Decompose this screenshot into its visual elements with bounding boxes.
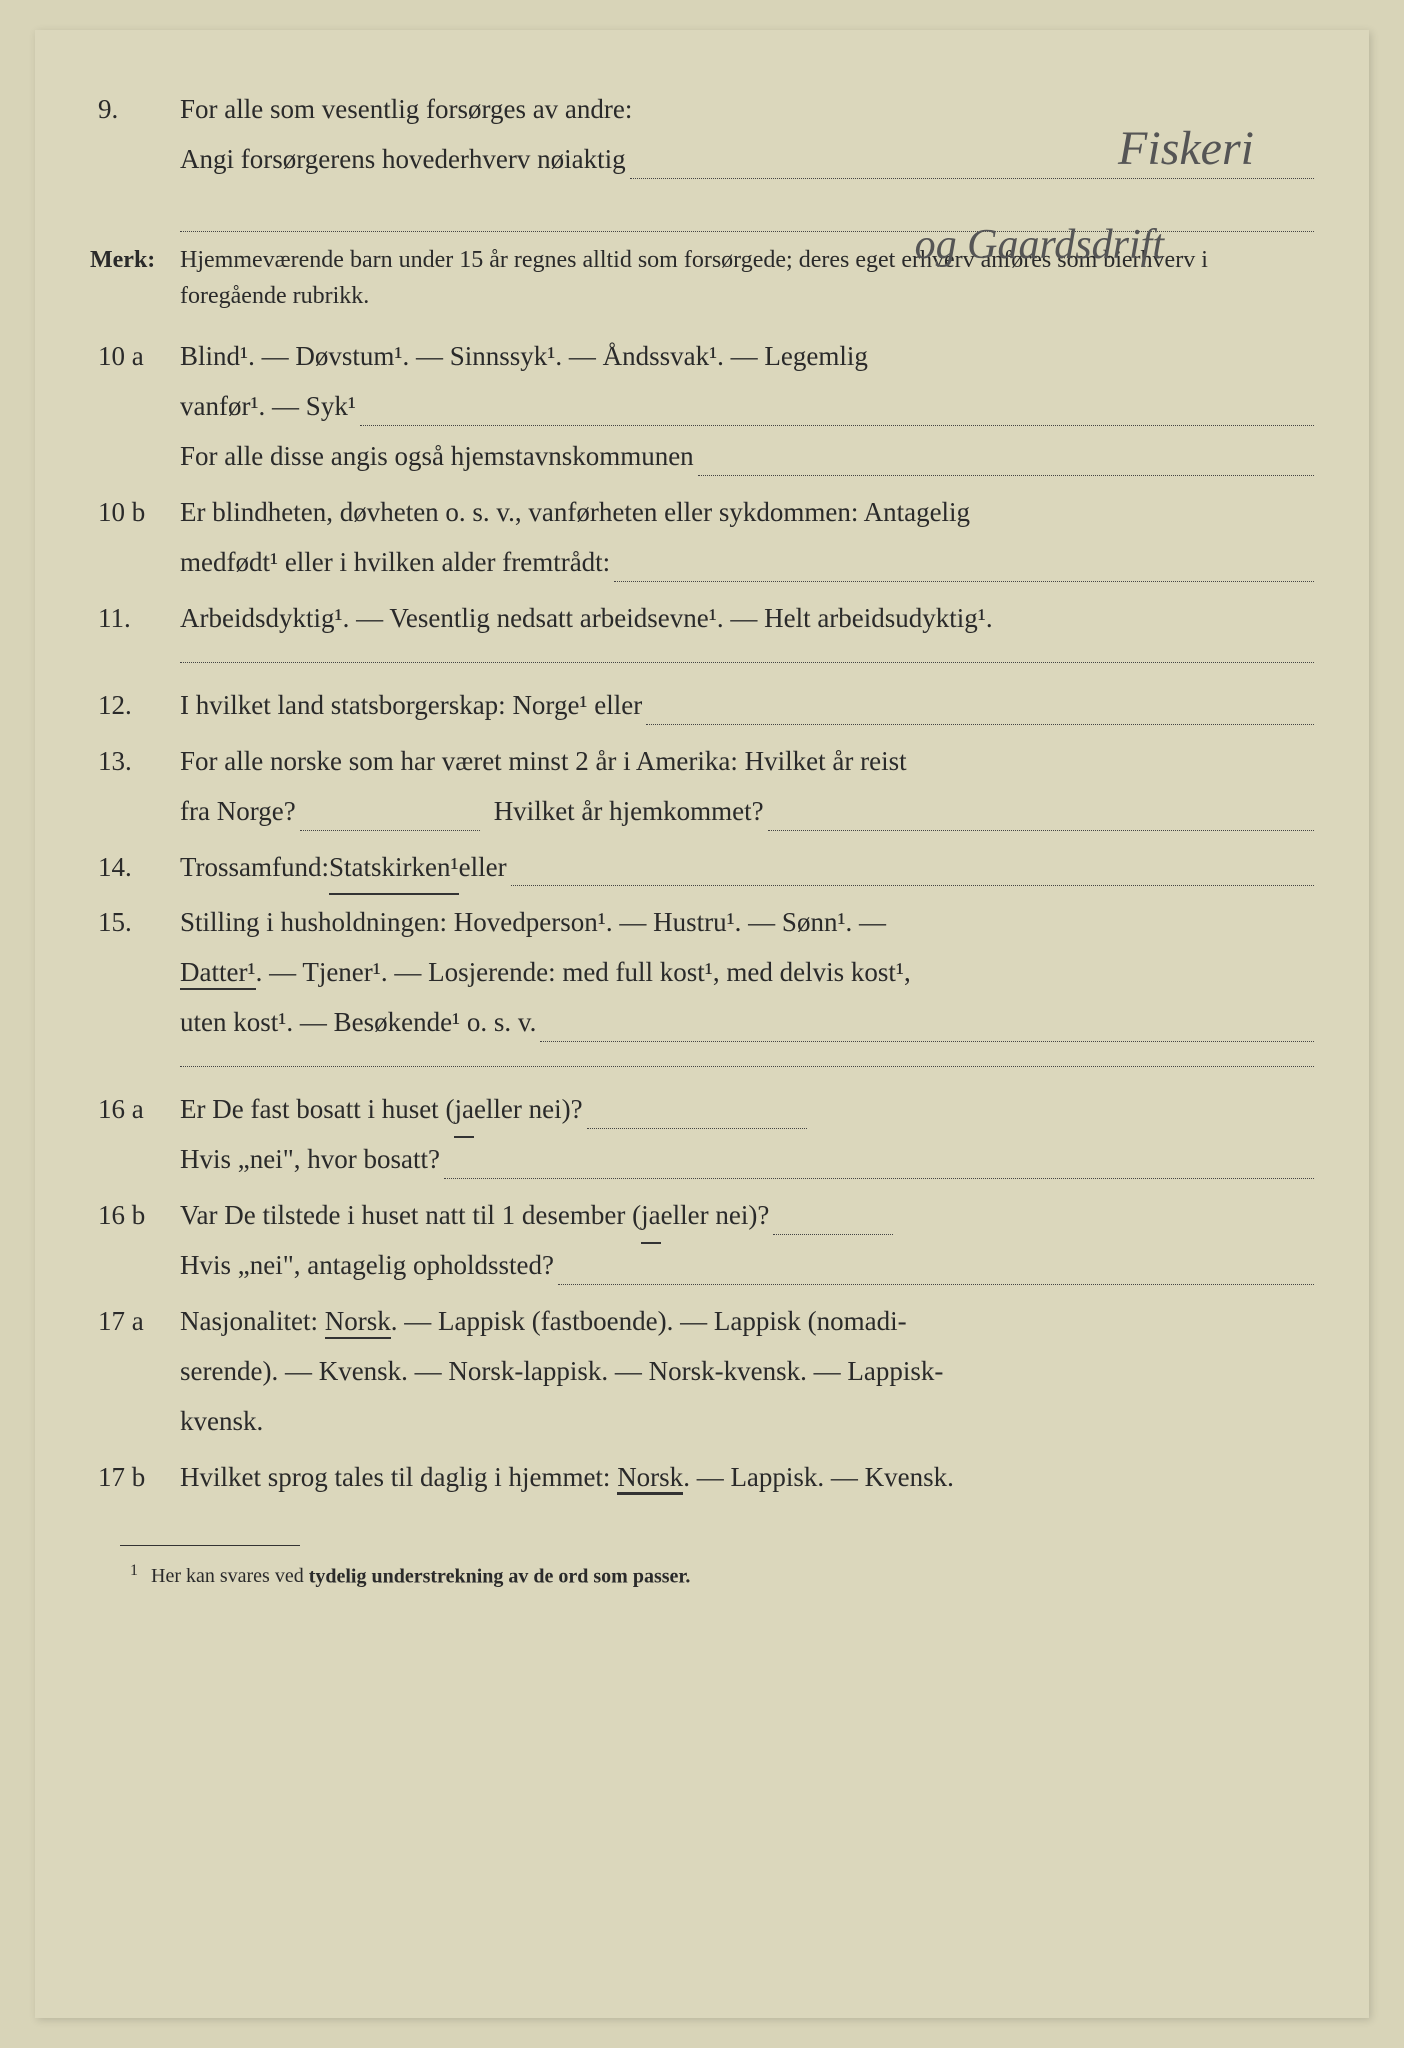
q16b-content: Var De tilstede i huset natt til 1 desem… [180,1191,1314,1291]
q13-content: For alle norske som har været minst 2 år… [180,737,1314,837]
q9-handwritten-1: Fiskeri [1118,105,1254,194]
q16a-fill1[interactable] [587,1097,807,1129]
q12-fill[interactable] [646,692,1314,724]
q15-number: 15. [90,898,180,948]
q16b-fill1[interactable] [773,1203,893,1235]
question-16a: 16 a Er De fast bosatt i huset (ja eller… [90,1085,1314,1185]
question-17a: 17 a Nasjonalitet: Norsk. — Lappisk (fas… [90,1297,1314,1447]
q16b-ja: ja [641,1191,661,1241]
question-17b: 17 b Hvilket sprog tales til daglig i hj… [90,1453,1314,1503]
q11-text: Arbeidsdyktig¹. — Vesentlig nedsatt arbe… [180,594,1314,644]
q10a-number: 10 a [90,332,180,382]
q16a-ja: ja [454,1085,474,1135]
q17b-norsk: Norsk [617,1462,683,1492]
q16b-text1c: eller nei)? [661,1191,770,1241]
q10a-line2a: vanfør¹. — Syk¹ [180,382,356,432]
q16b-text1a: Var De tilstede i huset natt til 1 desem… [180,1191,641,1241]
q12-text: I hvilket land statsborgerskap: Norge¹ e… [180,681,642,731]
q9-line2: Angi forsørgerens hovederhverv nøiaktig [180,135,626,185]
footnote-text: Her kan svares ved [151,1565,309,1587]
q16a-content: Er De fast bosatt i huset (ja eller nei)… [180,1085,1314,1185]
q13-line2b: Hvilket år hjemkommet? [494,787,764,837]
q11-number: 11. [90,594,180,644]
q14-number: 14. [90,843,180,893]
q15-content: Stilling i husholdningen: Hovedperson¹. … [180,898,1314,1048]
q17a-text1c: . — Lappisk (fastboende). — Lappisk (nom… [391,1306,907,1336]
q15-datter: Datter¹ [180,957,256,987]
q16a-text1a: Er De fast bosatt i huset ( [180,1085,454,1135]
q14-underlined: Statskirken¹ [329,843,459,893]
q16b-line2: Hvis „nei", antagelig opholdssted? [180,1241,554,1291]
q15-line3: uten kost¹. — Besøkende¹ o. s. v. [180,998,536,1048]
q16a-fill2[interactable] [444,1147,1314,1179]
q17a-text1a: Nasjonalitet: [180,1306,325,1336]
q16a-number: 16 a [90,1085,180,1135]
q15-line2b: . — Tjener¹. — Losjerende: med full kost… [256,957,911,987]
q15-line1: Stilling i husholdningen: Hovedperson¹. … [180,898,1314,948]
divider-2 [180,1066,1314,1067]
q13-fill1[interactable] [300,798,480,830]
q10b-fill[interactable] [614,549,1314,581]
q17a-number: 17 a [90,1297,180,1347]
q10a-content: Blind¹. — Døvstum¹. — Sinnssyk¹. — Åndss… [180,332,1314,482]
census-form-page: 9. For alle som vesentlig forsørges av a… [35,30,1369,2018]
question-13: 13. For alle norske som har været minst … [90,737,1314,837]
q10a-line1: Blind¹. — Døvstum¹. — Sinnssyk¹. — Åndss… [180,332,1314,382]
q17a-norsk: Norsk [325,1306,391,1336]
q10b-line2: medfødt¹ eller i hvilken alder fremtrådt… [180,538,610,588]
q12-content: I hvilket land statsborgerskap: Norge¹ e… [180,681,1314,731]
q13-line2a: fra Norge? [180,787,296,837]
question-12: 12. I hvilket land statsborgerskap: Norg… [90,681,1314,731]
q16a-text1c: eller nei)? [474,1085,583,1135]
question-14: 14. Trossamfund: Statskirken¹ eller [90,843,1314,893]
q17b-content: Hvilket sprog tales til daglig i hjemmet… [180,1453,1314,1503]
q15-fill[interactable] [540,1010,1314,1042]
footnote-bold: tydelig understrekning av de ord som pas… [309,1565,691,1587]
q10a-line3: For alle disse angis også hjemstavnskomm… [180,432,694,482]
q10a-fill1[interactable] [360,394,1314,426]
q17a-content: Nasjonalitet: Norsk. — Lappisk (fastboen… [180,1297,1314,1447]
question-15: 15. Stilling i husholdningen: Hovedperso… [90,898,1314,1048]
question-10a: 10 a Blind¹. — Døvstum¹. — Sinnssyk¹. — … [90,332,1314,482]
footnote-sup: 1 [130,1562,138,1579]
q10b-number: 10 b [90,488,180,538]
q16b-fill2[interactable] [558,1253,1314,1285]
q13-fill2[interactable] [768,798,1314,830]
q14-content: Trossamfund: Statskirken¹ eller [180,843,1314,893]
q12-number: 12. [90,681,180,731]
q10b-line1: Er blindheten, døvheten o. s. v., vanfør… [180,488,1314,538]
q14-text-a: Trossamfund: [180,843,329,893]
question-9: 9. For alle som vesentlig forsørges av a… [90,85,1314,232]
question-10b: 10 b Er blindheten, døvheten o. s. v., v… [90,488,1314,588]
q14-fill[interactable] [511,854,1314,886]
q17a-line2: serende). — Kvensk. — Norsk-lappisk. — N… [180,1347,1314,1397]
q17b-number: 17 b [90,1453,180,1503]
q14-text-c: eller [459,843,507,893]
q10b-content: Er blindheten, døvheten o. s. v., vanfør… [180,488,1314,588]
footnote: 1 Her kan svares ved tydelig understrekn… [90,1533,1314,1596]
question-16b: 16 b Var De tilstede i huset natt til 1 … [90,1191,1314,1291]
q16b-number: 16 b [90,1191,180,1241]
q9-handwritten-2: og Gaardsdrift [915,207,1164,285]
q13-number: 13. [90,737,180,787]
merk-label: Merk: [90,242,180,278]
question-11: 11. Arbeidsdyktig¹. — Vesentlig nedsatt … [90,594,1314,644]
q17b-text-a: Hvilket sprog tales til daglig i hjemmet… [180,1462,617,1492]
divider-1 [180,662,1314,663]
q13-line1: For alle norske som har været minst 2 år… [180,737,1314,787]
q17a-line3: kvensk. [180,1397,1314,1447]
q17b-text-c: . — Lappisk. — Kvensk. [683,1462,954,1492]
q9-content: For alle som vesentlig forsørges av andr… [180,85,1314,232]
q16a-line2: Hvis „nei", hvor bosatt? [180,1135,440,1185]
q9-number: 9. [90,85,180,135]
q10a-fill2[interactable] [698,443,1314,475]
